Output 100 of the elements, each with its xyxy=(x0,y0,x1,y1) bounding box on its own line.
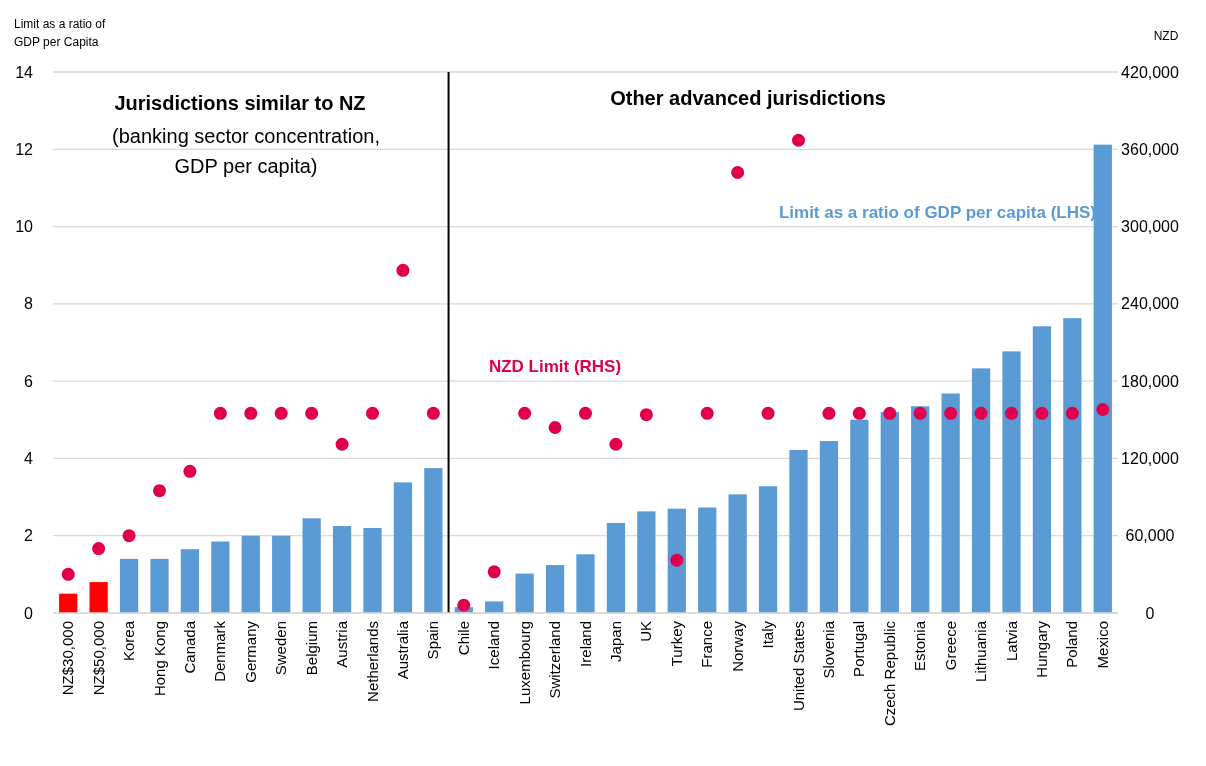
bar xyxy=(819,441,839,613)
x-tick-label: Chile xyxy=(454,621,472,656)
x-tick-label: Ireland xyxy=(576,621,594,667)
bar xyxy=(698,507,717,613)
point xyxy=(639,408,653,422)
x-tick-label: Hungary xyxy=(1032,620,1050,678)
point xyxy=(457,598,471,612)
x-tick-label: Mexico xyxy=(1093,621,1111,669)
point xyxy=(579,406,592,420)
bar xyxy=(667,508,686,613)
annotation: Other advanced jurisdictions xyxy=(610,87,886,109)
bar xyxy=(545,565,565,613)
bar xyxy=(911,406,930,613)
point xyxy=(548,421,562,435)
x-tick-label: Portugal xyxy=(850,621,868,677)
point xyxy=(305,406,319,420)
bar xyxy=(637,511,656,613)
y2-tick-label: 120,000 xyxy=(1121,450,1180,468)
x-tick-label: Poland xyxy=(1063,621,1081,668)
point xyxy=(1035,406,1049,420)
x-tick-label: Norway xyxy=(728,620,746,672)
bar xyxy=(363,527,382,613)
point xyxy=(426,406,440,420)
x-tick-label: Australia xyxy=(393,620,411,680)
series-label: Limit as a ratio of GDP per capita (LHS) xyxy=(778,203,1096,222)
point xyxy=(61,567,75,581)
point xyxy=(335,437,349,451)
bar xyxy=(728,494,747,613)
bar xyxy=(393,482,413,613)
point xyxy=(518,406,532,420)
point xyxy=(366,406,379,420)
bar xyxy=(941,393,960,613)
x-tick-label: Switzerland xyxy=(546,621,564,699)
bar xyxy=(150,558,169,613)
x-tick-label: Iceland xyxy=(485,621,503,670)
y2-tick-label: 300,000 xyxy=(1121,218,1180,236)
bar xyxy=(211,541,230,613)
bar xyxy=(485,601,504,613)
annotation: (banking sector concentration, GDP per capita) xyxy=(112,125,380,177)
x-tick-label: Canada xyxy=(180,620,198,674)
x-tick-label: Sweden xyxy=(272,621,290,676)
point xyxy=(609,437,623,451)
bar xyxy=(424,468,443,613)
point xyxy=(213,406,227,420)
bar xyxy=(576,554,595,613)
point xyxy=(913,406,927,420)
x-tick-label: Germany xyxy=(241,620,259,683)
y-axis-title: Limit as a ratio of GDP per Capita xyxy=(14,17,107,49)
x-tick-label: Japan xyxy=(606,621,624,662)
x-tick-label: Lithuania xyxy=(972,620,990,682)
bar xyxy=(180,549,200,613)
point xyxy=(183,464,197,478)
y-tick-label: 12 xyxy=(15,140,34,158)
point xyxy=(761,406,775,420)
x-tick-label: Turkey xyxy=(667,620,685,667)
bar xyxy=(1063,318,1082,613)
point xyxy=(1005,406,1018,420)
x-tick-label: Denmark xyxy=(211,620,229,682)
y-tick-label: 4 xyxy=(24,450,34,468)
x-tick-label: France xyxy=(698,621,716,668)
point xyxy=(670,553,684,567)
x-tick-label: Austria xyxy=(333,620,351,668)
x-tick-label: Korea xyxy=(120,620,138,662)
y-tick-label: 14 xyxy=(15,63,34,81)
bar xyxy=(241,535,260,613)
y2-tick-label: 0 xyxy=(1145,604,1155,622)
y-tick-label: 8 xyxy=(24,295,34,313)
bar xyxy=(1093,144,1112,613)
point xyxy=(852,406,866,420)
point xyxy=(92,542,106,556)
x-tick-label: Czech Republic xyxy=(880,620,898,727)
point xyxy=(153,484,166,498)
point xyxy=(822,406,836,420)
point xyxy=(883,406,897,420)
point xyxy=(122,529,136,543)
bar xyxy=(89,582,108,613)
annotation: Jurisdictions similar to NZ xyxy=(114,92,366,114)
point xyxy=(1065,406,1079,420)
text: NZD Limit (RHS) xyxy=(488,357,622,376)
y2-axis-title: NZD xyxy=(1153,29,1179,43)
x-tick-label: NZ$50,000 xyxy=(89,621,107,696)
y2-tick-label: 240,000 xyxy=(1121,295,1180,313)
y-tick-label: 2 xyxy=(24,527,34,545)
point xyxy=(487,565,501,579)
bar xyxy=(1032,326,1052,613)
y2-tick-label: 180,000 xyxy=(1121,372,1180,390)
bar xyxy=(880,412,899,613)
x-tick-label: UK xyxy=(637,621,655,642)
point xyxy=(244,406,258,420)
bar xyxy=(302,518,321,613)
y2-tick-label: 360,000 xyxy=(1121,140,1180,158)
x-tick-label: Belgium xyxy=(302,621,320,676)
bar xyxy=(332,526,352,613)
point xyxy=(700,406,714,420)
bar xyxy=(272,535,291,613)
x-tick-label: Luxembourg xyxy=(515,621,533,705)
x-tick-label: Latvia xyxy=(1002,620,1020,662)
point xyxy=(396,263,410,277)
bar xyxy=(606,522,626,613)
point xyxy=(274,406,288,420)
